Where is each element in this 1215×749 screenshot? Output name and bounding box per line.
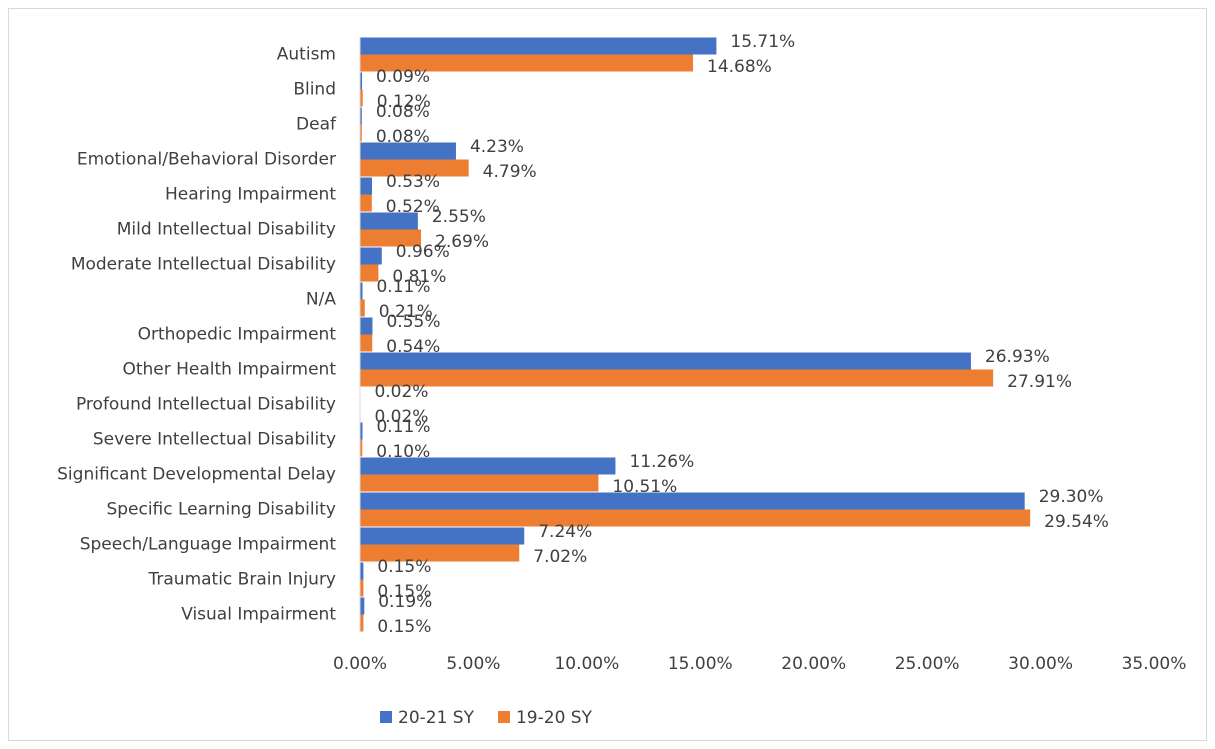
data-label: 7.24% [538,522,592,542]
data-label: 0.96% [396,242,450,262]
bar [360,457,616,475]
y-tick-label: Speech/Language Impairment [80,535,337,555]
data-label: 0.15% [377,557,431,577]
data-label: 4.23% [470,137,524,157]
data-label: 0.02% [374,382,428,402]
bar [360,614,364,632]
data-label: 0.11% [376,417,430,437]
bar [360,194,372,212]
bar [360,544,520,562]
bar [360,317,373,335]
data-label: 0.11% [376,277,430,297]
data-label: 0.53% [386,172,440,192]
bar [360,124,362,142]
bar [360,527,525,545]
data-label: 0.12% [377,92,431,112]
y-tick-label: Orthopedic Impairment [138,325,337,345]
x-tick-label: 5.00% [446,654,500,674]
data-label: 0.02% [374,407,428,427]
data-label: 0.08% [376,102,430,122]
x-tick-label: 30.00% [1008,654,1073,674]
data-label: 2.69% [435,232,489,252]
bar [360,37,717,55]
y-tick-label: N/A [306,290,336,310]
bar [360,509,1031,527]
data-label: 14.68% [707,57,772,77]
data-label: 0.08% [376,127,430,147]
bar [360,369,994,387]
data-label: 0.81% [392,267,446,287]
bar [360,439,363,457]
legend-swatch [497,711,510,723]
x-tick-label: 35.00% [1122,654,1187,674]
bar [360,474,599,492]
data-label: 0.10% [376,442,430,462]
data-label: 7.02% [533,547,587,567]
data-label: 27.91% [1007,372,1072,392]
bar [360,229,422,247]
bar [360,72,363,90]
data-label: 0.21% [379,302,433,322]
bar [360,282,363,300]
x-tick-label: 15.00% [668,654,733,674]
data-label: 0.15% [377,582,431,602]
data-label: 0.15% [377,617,431,637]
y-tick-label: Autism [277,45,336,65]
x-tick-label: 25.00% [895,654,960,674]
y-tick-label: Moderate Intellectual Disability [71,255,336,275]
data-label: 15.71% [730,32,795,52]
y-tick-label: Mild Intellectual Disability [117,220,336,240]
data-label: 29.30% [1039,487,1104,507]
x-tick-label: 10.00% [554,654,619,674]
y-tick-label: Emotional/Behavioral Disorder [77,150,336,170]
bar [360,422,363,440]
data-label: 0.19% [378,592,432,612]
data-label: 0.55% [386,312,440,332]
y-tick-label: Significant Developmental Delay [57,465,336,485]
bar [360,579,364,597]
bar [360,212,418,230]
y-tick-label: Severe Intellectual Disability [93,430,336,450]
x-tick-label: 0.00% [333,654,387,674]
data-label: 2.55% [432,207,486,227]
y-tick-label: Blind [293,80,336,100]
legend-label: 19-20 SY [516,708,593,728]
data-label: 4.79% [483,162,537,182]
bar [360,562,364,580]
data-label: 26.93% [985,347,1050,367]
bar [360,89,363,107]
bar [360,142,456,160]
data-label: 11.26% [629,452,694,472]
legend-label: 20-21 SY [398,708,475,728]
bar [360,492,1025,510]
bar [360,247,382,265]
y-tick-label: Traumatic Brain Injury [148,570,337,590]
y-tick-label: Hearing Impairment [165,185,336,205]
bar [360,299,365,317]
x-tick-label: 20.00% [781,654,846,674]
y-tick-label: Profound Intellectual Disability [76,395,336,415]
bar [360,177,373,195]
data-label: 29.54% [1044,512,1109,532]
data-label: 10.51% [612,477,677,497]
bar [360,334,373,352]
bar [360,352,971,370]
data-label: 0.09% [376,67,430,87]
bar [360,107,362,125]
y-tick-label: Visual Impairment [181,605,336,625]
data-label: 0.54% [386,337,440,357]
y-tick-label: Specific Learning Disability [106,500,336,520]
bar [360,264,379,282]
y-tick-label: Other Health Impairment [122,360,336,380]
bar [360,159,469,177]
y-tick-label: Deaf [296,115,337,135]
legend-swatch [380,711,392,723]
data-label: 0.52% [386,197,440,217]
bar [360,54,694,72]
bar [360,597,365,615]
